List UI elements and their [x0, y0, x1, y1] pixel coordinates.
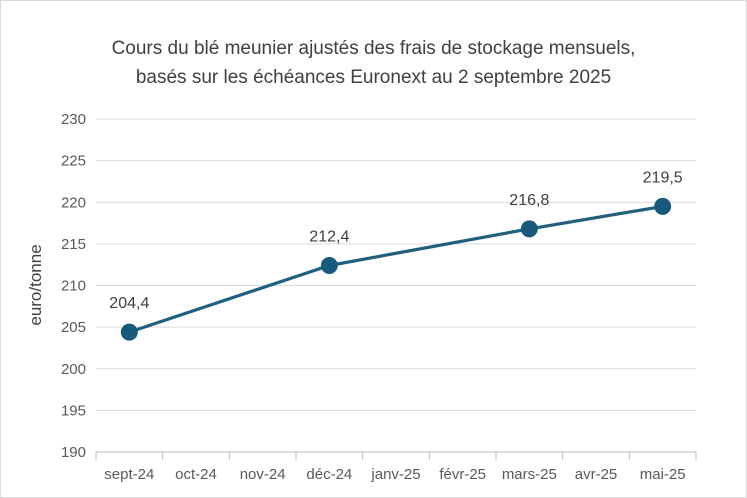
- x-tick-label: févr-25: [439, 466, 486, 483]
- y-tick-label: 230: [61, 111, 86, 128]
- data-point: [120, 323, 138, 341]
- y-tick-label: 200: [61, 361, 86, 378]
- y-tick-label: 190: [61, 444, 86, 461]
- gridlines: [95, 118, 697, 460]
- y-tick-label: 220: [61, 194, 86, 211]
- y-tick-labels: 190 195 200 205 210 215 220 225 230: [61, 111, 86, 461]
- x-tick-label: avr-25: [575, 466, 618, 483]
- data-label: 216,8: [509, 192, 549, 209]
- chart-title: Cours du blé meunier ajustés des frais d…: [111, 38, 636, 59]
- y-axis-label: euro/tonne: [26, 244, 45, 325]
- data-label: 219,5: [643, 169, 683, 186]
- y-tick-label: 215: [61, 236, 86, 253]
- x-tick-label: nov-24: [240, 466, 286, 483]
- x-tick-label: sept-24: [104, 466, 154, 483]
- y-tick-label: 210: [61, 278, 86, 295]
- data-point: [654, 197, 672, 215]
- y-tick-label: 225: [61, 153, 86, 170]
- data-point: [320, 257, 338, 275]
- chart-title-block: Cours du blé meunier ajustés des frais d…: [0, 34, 747, 92]
- y-tick-label: 205: [61, 319, 86, 336]
- y-tick-label: 195: [61, 402, 86, 419]
- x-tick-label: oct-24: [175, 466, 217, 483]
- data-label: 212,4: [309, 229, 349, 246]
- data-labels: 204,4 212,4 216,8 219,5: [109, 169, 682, 312]
- x-tick-label: mai-25: [640, 466, 686, 483]
- chart-subtitle: basés sur les échéances Euronext au 2 se…: [135, 67, 612, 88]
- series-path: [127, 204, 665, 334]
- x-tick-label: déc-24: [306, 466, 352, 483]
- x-tick-labels: sept-24 oct-24 nov-24 déc-24 janv-25 févr-25 m…: [104, 466, 685, 483]
- series-line: [120, 197, 672, 341]
- x-tick-label: mars-25: [502, 466, 557, 483]
- data-point: [520, 220, 538, 238]
- x-tick-label: janv-25: [370, 466, 420, 483]
- data-label: 204,4: [109, 295, 149, 312]
